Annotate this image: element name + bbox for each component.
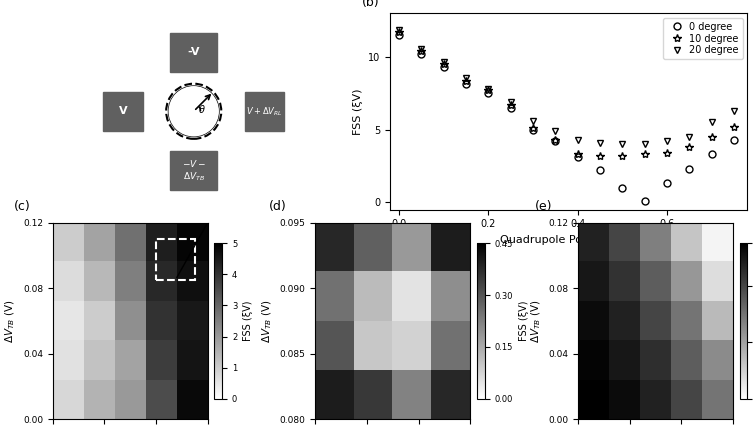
0 degree <box>707 152 716 157</box>
20 degree <box>685 134 694 140</box>
10 degree <box>507 102 516 107</box>
0 degree <box>507 105 516 110</box>
Line: 0 degree: 0 degree <box>396 31 738 205</box>
10 degree <box>461 79 470 84</box>
FancyBboxPatch shape <box>245 92 285 131</box>
Text: -V: -V <box>187 47 200 57</box>
20 degree <box>663 139 672 144</box>
20 degree <box>439 60 448 65</box>
0 degree <box>551 139 560 144</box>
Text: (e): (e) <box>535 200 552 213</box>
Line: 20 degree: 20 degree <box>396 27 738 148</box>
10 degree <box>618 153 627 158</box>
Text: $-V -$
$\Delta V_{TB}$: $-V -$ $\Delta V_{TB}$ <box>182 158 206 183</box>
10 degree <box>573 152 582 157</box>
10 degree <box>729 124 738 129</box>
10 degree <box>707 134 716 140</box>
Text: $\theta$: $\theta$ <box>199 103 206 115</box>
20 degree <box>573 137 582 142</box>
Line: 10 degree: 10 degree <box>395 28 738 160</box>
20 degree <box>417 47 426 52</box>
Text: (b): (b) <box>362 0 379 9</box>
20 degree <box>640 142 649 147</box>
20 degree <box>461 76 470 81</box>
FancyBboxPatch shape <box>103 92 143 131</box>
0 degree <box>573 155 582 160</box>
10 degree <box>551 137 560 142</box>
20 degree <box>395 28 404 33</box>
20 degree <box>484 86 493 91</box>
20 degree <box>618 142 627 147</box>
Y-axis label: $\Delta V_{TB}$ (V): $\Delta V_{TB}$ (V) <box>4 299 17 343</box>
0 degree <box>417 51 426 56</box>
0 degree <box>640 199 649 204</box>
Text: (d): (d) <box>269 200 287 213</box>
10 degree <box>439 61 448 66</box>
20 degree <box>551 128 560 134</box>
Legend: 0 degree, 10 degree, 20 degree: 0 degree, 10 degree, 20 degree <box>663 18 743 59</box>
20 degree <box>707 120 716 125</box>
0 degree <box>729 137 738 142</box>
0 degree <box>461 82 470 87</box>
10 degree <box>417 48 426 54</box>
Y-axis label: FSS (ξV): FSS (ξV) <box>353 88 362 134</box>
0 degree <box>484 90 493 95</box>
Y-axis label: $\Delta V_{TB}$ (V): $\Delta V_{TB}$ (V) <box>260 299 274 343</box>
20 degree <box>528 118 538 123</box>
Y-axis label: FSS (ξV): FSS (ξV) <box>243 301 253 341</box>
FancyBboxPatch shape <box>170 33 217 72</box>
0 degree <box>596 168 605 173</box>
20 degree <box>507 99 516 104</box>
Text: $V + \Delta V_{RL}$: $V + \Delta V_{RL}$ <box>246 105 283 118</box>
10 degree <box>640 152 649 157</box>
Circle shape <box>168 86 219 137</box>
0 degree <box>395 32 404 37</box>
20 degree <box>729 108 738 113</box>
10 degree <box>685 144 694 149</box>
0 degree <box>685 166 694 172</box>
10 degree <box>528 125 538 131</box>
10 degree <box>663 150 672 155</box>
0 degree <box>439 64 448 69</box>
Text: V: V <box>119 106 127 116</box>
0 degree <box>663 181 672 186</box>
Y-axis label: FSS (ξV): FSS (ξV) <box>519 301 528 341</box>
Y-axis label: $\Delta V_{TB}$ (V): $\Delta V_{TB}$ (V) <box>529 299 543 343</box>
Bar <box>156 239 195 280</box>
10 degree <box>484 88 493 93</box>
X-axis label: Quadrupole Potential (V): Quadrupole Potential (V) <box>500 235 638 245</box>
Text: (c): (c) <box>14 200 31 213</box>
10 degree <box>596 153 605 158</box>
0 degree <box>618 185 627 190</box>
10 degree <box>395 29 404 34</box>
0 degree <box>528 127 538 132</box>
FancyArrowPatch shape <box>196 95 210 109</box>
20 degree <box>596 140 605 145</box>
FancyBboxPatch shape <box>170 151 217 190</box>
